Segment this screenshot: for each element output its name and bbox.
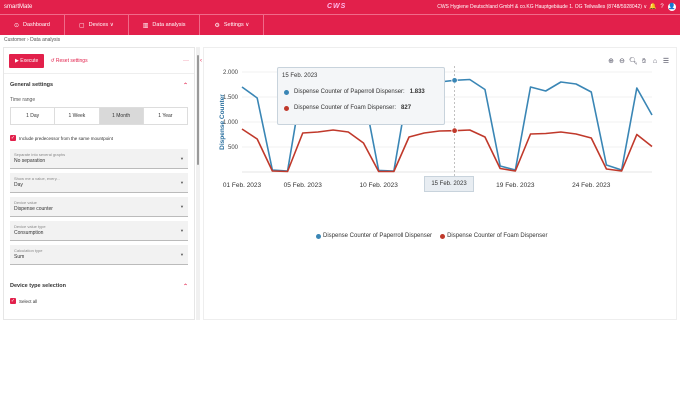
execute-button[interactable]: ▶ Execute: [9, 53, 45, 68]
separation-select[interactable]: Separate into several graphs No separati…: [10, 149, 188, 169]
nav-devices[interactable]: ▢ Devices ∨: [65, 15, 129, 35]
select-all-row[interactable]: ✓ Select all: [4, 294, 194, 308]
select-value: Dispense counter: [14, 206, 53, 212]
legend-label: Dispense Counter of Paperroll Dispenser: [323, 233, 433, 239]
tooltip-label: Dispense Counter of Foam Dispenser:: [294, 105, 397, 111]
legend-dot: [440, 233, 446, 239]
caret-down-icon: ▼: [180, 228, 184, 233]
select-value: No separation: [14, 158, 46, 164]
more-options-icon[interactable]: ···: [183, 57, 189, 64]
select-label: Device value type: [14, 224, 46, 229]
legend-item-foam[interactable]: Dispense Counter of Foam Dispenser: [440, 233, 547, 239]
caret-down-icon: ▼: [180, 252, 184, 257]
chart-icon: ▥: [142, 22, 149, 29]
time-range-label: Time range: [10, 97, 36, 103]
caret-down-icon: ▼: [180, 180, 184, 185]
select-value: Sum: [14, 254, 25, 260]
tooltip-date: 15 Feb. 2023: [282, 73, 318, 79]
legend-item-paperroll[interactable]: Dispense Counter of Paperroll Dispenser: [316, 233, 432, 239]
chevron-up-icon[interactable]: ⌃: [182, 83, 188, 89]
legend-label: Dispense Counter of Foam Dispenser: [447, 233, 548, 239]
select-value: Consumption: [14, 230, 44, 236]
nav-label: Settings ∨: [223, 22, 250, 28]
home-icon[interactable]: ⌂: [652, 58, 658, 65]
select-label: Calculation type: [14, 248, 43, 253]
tooltip-label: Dispense Counter of Paperroll Dispenser:: [294, 89, 405, 95]
settings-panel: ▶ Execute ↺ Reset settings ··· General s…: [3, 47, 195, 320]
bell-icon[interactable]: 🔔: [649, 4, 657, 10]
magnify-icon[interactable]: 🔍︎: [629, 58, 638, 65]
brand-logo[interactable]: CWS: [327, 3, 347, 10]
caret-down-icon: ▼: [180, 156, 184, 161]
nav-settings[interactable]: ⚙ Settings ∨: [200, 15, 265, 35]
gear-icon: ⚙: [214, 22, 220, 29]
panel-actions: ▶ Execute ↺ Reset settings ···: [4, 48, 194, 74]
section-title: General settings: [10, 82, 54, 88]
select-label: Separate into several graphs: [14, 152, 66, 157]
general-settings-header[interactable]: General settings ⌃: [4, 74, 194, 93]
nav-data-analysis[interactable]: ▥ Data analysis: [129, 15, 201, 35]
top-bar: smartMate CWS CWS Hygiene Deutschland Gm…: [0, 0, 680, 14]
tooltip-row: Dispense Counter of Paperroll Dispenser:…: [278, 84, 444, 100]
nav-label: Dashboard: [23, 22, 50, 28]
chevron-up-icon[interactable]: ⌃: [182, 284, 188, 290]
tooltip-value: 1.833: [409, 89, 425, 95]
reset-settings-button[interactable]: ↺ Reset settings: [50, 57, 88, 64]
tooltip-value: 827: [401, 105, 412, 111]
checkbox-label: Select all: [19, 298, 38, 304]
pan-icon[interactable]: ✋︎: [642, 58, 646, 65]
checkbox-label: Include predecessor from the same mountp…: [19, 135, 114, 141]
chart-legend: Dispense Counter of Paperroll Dispenser …: [316, 233, 547, 239]
collapse-panel-icon[interactable]: ‹: [200, 58, 202, 64]
nav-label: Devices ∨: [88, 22, 114, 28]
checkbox-checked[interactable]: ✓: [10, 135, 16, 141]
predecessor-checkbox-row[interactable]: ✓ Include predecessor from the same moun…: [4, 127, 194, 145]
caret-down-icon: ▼: [180, 204, 184, 209]
chart-tooltip: 15 Feb. 2023 Dispense Counter of Paperro…: [277, 67, 445, 125]
breadcrumb[interactable]: Customer › Data analysis: [4, 37, 61, 43]
series-dot: [284, 89, 289, 95]
section-title: Device type selection: [10, 283, 66, 289]
zoom-in-icon[interactable]: ⊕: [608, 58, 614, 65]
interval-select[interactable]: Show me a value, every... Day ▼: [10, 173, 188, 193]
avatar[interactable]: 👤: [668, 3, 676, 11]
time-range-toggle: 1 Day 1 Week 1 Month 1 Year: [10, 107, 188, 125]
legend-dot: [316, 233, 321, 239]
main-nav: ⊙ Dashboard ▢ Devices ∨ ▥ Data analysis …: [0, 14, 680, 35]
time-range-day[interactable]: 1 Day: [11, 108, 56, 124]
time-range-year[interactable]: 1 Year: [158, 113, 173, 119]
select-label: Device value: [14, 200, 37, 205]
app-title: smartMate: [4, 4, 33, 10]
select-label: Show me a value, every...: [14, 176, 60, 181]
nav-label: Data analysis: [152, 22, 186, 28]
zoom-out-icon[interactable]: ⊖: [619, 58, 625, 65]
nav-dashboard[interactable]: ⊙ Dashboard: [0, 15, 65, 35]
chart-toolbar: ⊕ ⊖ 🔍︎ ✋︎ ⌂ ☰: [607, 58, 670, 66]
device-type-header[interactable]: Device type selection ⌃: [4, 269, 194, 294]
select-value: Day: [14, 182, 23, 188]
checkbox-checked[interactable]: ✓: [10, 298, 16, 304]
time-range-week[interactable]: 1 Week: [55, 108, 100, 124]
dashboard-icon: ⊙: [14, 22, 20, 29]
device-value-select[interactable]: Device value Dispense counter ▼: [10, 197, 188, 217]
menu-icon[interactable]: ☰: [662, 58, 670, 65]
panel-scrollbar[interactable]: [196, 47, 200, 320]
organization-selector[interactable]: CWS Hygiene Deutschland GmbH & co.KG Hau…: [437, 4, 647, 10]
series-dot: [284, 105, 289, 111]
time-range-month[interactable]: 1 Month: [99, 108, 144, 124]
scrollbar-thumb[interactable]: [197, 55, 199, 165]
x-crosshair-label: 15 Feb. 2023: [424, 176, 474, 192]
devices-icon: ▢: [78, 22, 85, 29]
help-icon[interactable]: ?: [660, 4, 664, 10]
tooltip-row: Dispense Counter of Foam Dispenser: 827: [278, 100, 444, 116]
device-value-type-select[interactable]: Device value type Consumption ▼: [10, 221, 188, 241]
calculation-type-select[interactable]: Calculation type Sum ▼: [10, 245, 188, 265]
